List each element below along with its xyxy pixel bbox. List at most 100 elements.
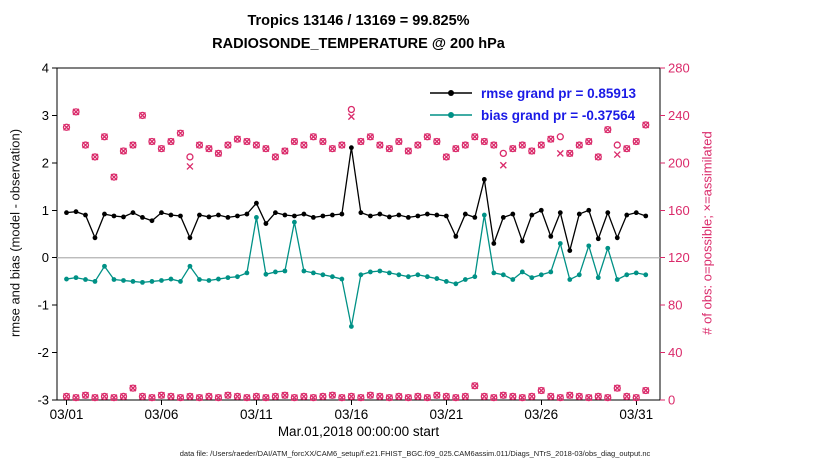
bias-point <box>348 324 354 329</box>
obs-o-marker <box>518 141 526 149</box>
obs-x-marker <box>509 392 517 400</box>
obs-o-marker <box>262 144 270 153</box>
y-right-tick-label: 40 <box>668 345 682 360</box>
obs-o-marker <box>195 393 204 402</box>
bias-point <box>310 270 316 276</box>
obs-o-marker <box>252 392 261 401</box>
obs-x-marker <box>82 141 89 149</box>
obs-o-marker <box>442 392 450 401</box>
rmse-point <box>225 215 231 220</box>
obs-x-marker <box>376 141 384 149</box>
obs-o-marker <box>91 153 99 161</box>
obs-o-marker <box>205 392 213 401</box>
obs-o-marker <box>271 153 280 161</box>
obs-o-marker <box>385 393 394 402</box>
obs-x-marker <box>642 387 650 394</box>
obs-o-marker <box>414 392 422 401</box>
y-right-tick-label: 0 <box>668 393 675 408</box>
rmse-point <box>462 211 468 217</box>
obs-x-marker <box>376 392 384 400</box>
obs-x-marker <box>252 141 260 149</box>
rmse-point <box>405 215 411 220</box>
obs-o-marker <box>195 141 204 149</box>
obs-o-marker <box>300 392 308 401</box>
rmse-point <box>111 213 117 219</box>
obs-o-marker <box>233 135 242 143</box>
obs-o-marker <box>290 393 299 402</box>
obs-o-marker <box>623 144 631 153</box>
obs-x-marker <box>186 392 194 400</box>
x-tick-label: 03/06 <box>145 407 179 422</box>
obs-o-marker <box>404 147 413 155</box>
chart-title-line1: Tropics 13146 / 13169 = 99.825% <box>247 13 470 29</box>
obs-o-marker <box>281 391 289 399</box>
bias-point <box>197 277 202 282</box>
obs-x-marker <box>319 138 327 145</box>
rmse-point <box>244 211 250 217</box>
rmse-point <box>614 235 620 241</box>
x-axis-label: Mar.01,2018 00:00:00 start <box>277 424 440 439</box>
obs-x-marker <box>139 392 146 400</box>
obs-x-marker <box>167 138 175 145</box>
obs-x-marker <box>328 391 336 399</box>
obs-o-marker <box>167 392 175 401</box>
obs-o-marker <box>442 153 450 161</box>
obs-x-marker <box>395 138 403 145</box>
obs-x-marker <box>461 392 469 400</box>
bias-point <box>329 274 335 280</box>
rmse-point <box>92 235 98 241</box>
rmse-point <box>586 207 592 213</box>
obs-x-marker <box>224 141 232 149</box>
obs-o-marker <box>100 133 109 141</box>
obs-o-marker <box>243 137 251 146</box>
y-right-tick-label: 280 <box>668 61 690 76</box>
y-right-tick-label: 160 <box>668 203 690 218</box>
obs-o-marker <box>604 393 612 402</box>
obs-o-marker <box>72 108 80 116</box>
rmse-point <box>500 215 506 220</box>
obs-x-marker <box>556 394 564 402</box>
obs-x-marker <box>442 392 450 400</box>
bias-point <box>358 272 364 278</box>
obs-x-marker <box>604 126 612 134</box>
obs-x-marker <box>309 394 317 402</box>
legend: rmse grand pr = 0.85913 bias grand pr = … <box>428 82 636 126</box>
obs-o-marker <box>414 141 422 149</box>
obs-o-marker <box>433 391 441 399</box>
rmse-point <box>121 214 126 220</box>
obs-o-marker <box>319 137 327 146</box>
rmse-point <box>159 210 164 216</box>
obs-x-marker <box>328 145 336 153</box>
obs-o-marker <box>262 393 270 402</box>
x-tick-label: 03/21 <box>429 407 463 422</box>
legend-label-bias: bias grand pr = -0.37564 <box>481 107 636 123</box>
obs-x-marker <box>205 392 213 400</box>
rmse-point <box>216 212 221 218</box>
obs-x-marker <box>110 173 118 181</box>
legend-item-rmse: rmse grand pr = 0.85913 <box>428 82 636 104</box>
obs-x-marker <box>101 133 108 141</box>
obs-o-marker <box>547 135 555 143</box>
obs-o-marker <box>556 393 564 402</box>
bias-point <box>472 274 478 280</box>
obs-x-marker <box>442 153 450 161</box>
bias-point <box>548 269 554 275</box>
bias-point <box>187 263 193 269</box>
obs-x-marker <box>290 394 298 402</box>
obs-o-marker <box>328 144 337 153</box>
obs-o-marker <box>290 137 299 146</box>
obs-x-marker <box>490 394 498 402</box>
x-tick-label: 03/11 <box>240 407 273 422</box>
bias-point <box>510 277 516 282</box>
rmse-point <box>396 212 402 218</box>
rmse-point <box>339 211 345 217</box>
obs-x-marker <box>195 141 203 149</box>
rmse-point <box>453 233 459 239</box>
bias-point <box>292 219 297 225</box>
y-left-tick-label: 3 <box>42 108 49 123</box>
obs-x-marker <box>556 149 564 157</box>
obs-o-marker <box>471 133 479 141</box>
bias-point <box>605 245 611 251</box>
obs-o-marker <box>452 144 460 153</box>
